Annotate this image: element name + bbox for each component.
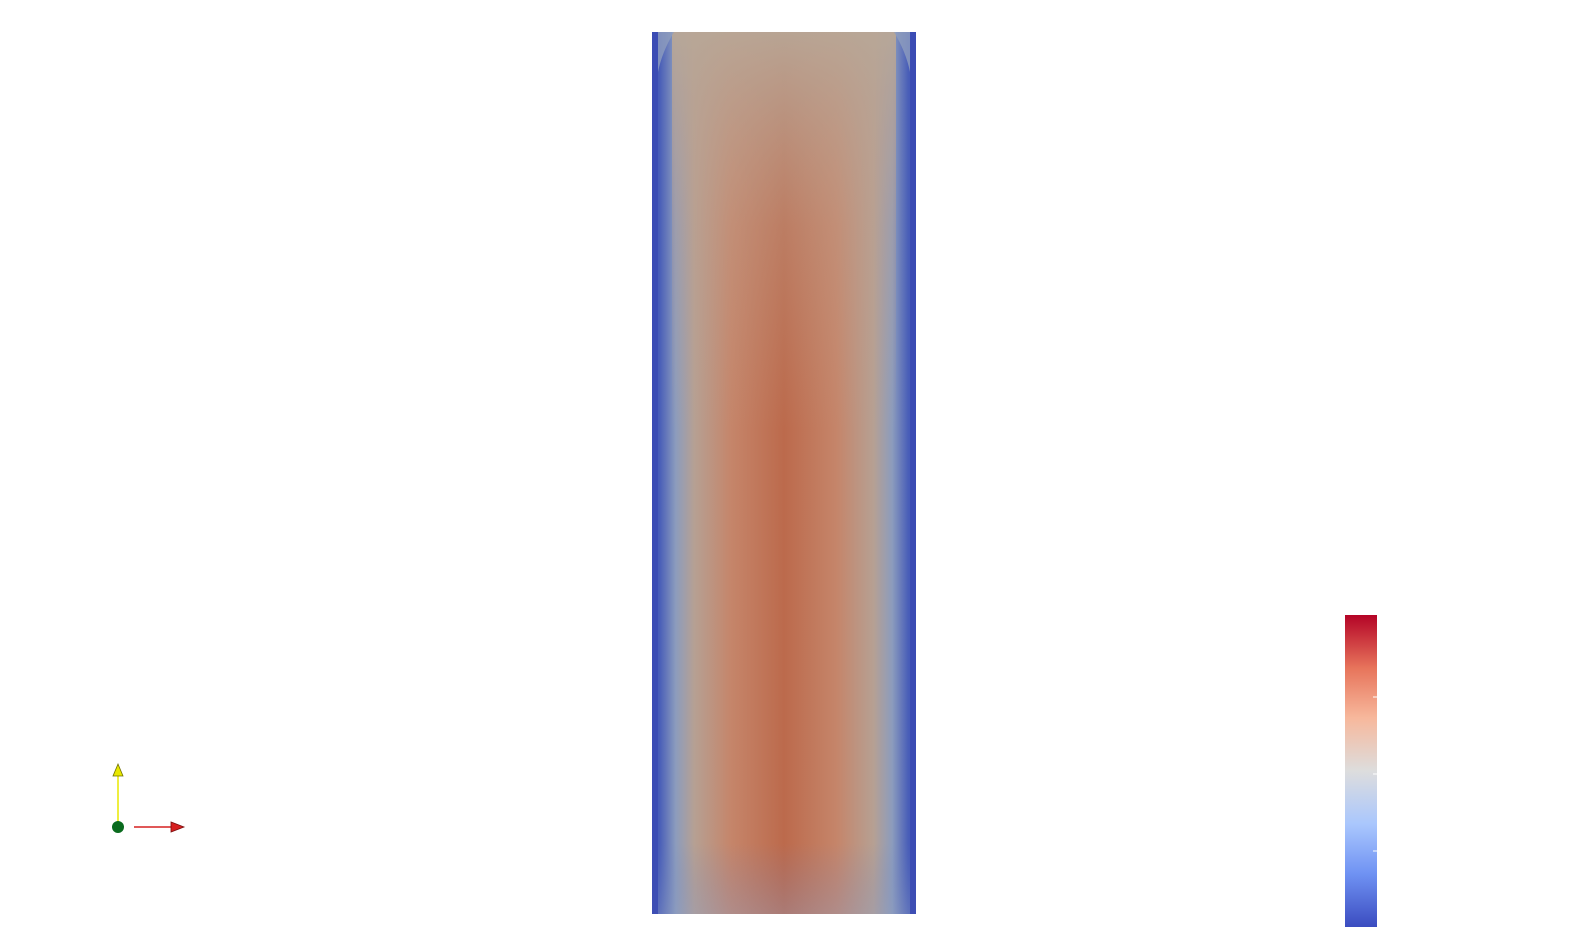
pseudocolor-field[interactable] <box>652 32 916 914</box>
color-legend-gradient <box>1345 615 1377 927</box>
x-axis-arrow-icon <box>170 821 186 833</box>
y-axis-arrow-icon <box>112 762 124 777</box>
z-axis-dot-icon <box>112 821 124 833</box>
orientation-axes <box>100 756 200 846</box>
top-right-corner <box>894 32 910 72</box>
top-left-corner <box>658 32 674 72</box>
orientation-axes-svg <box>112 762 186 833</box>
color-legend-bar[interactable] <box>1345 615 1377 927</box>
color-legend-svg <box>1345 615 1377 927</box>
right-edge-band <box>910 32 916 914</box>
field-svg <box>652 32 916 914</box>
field-bottom-blend <box>652 32 916 914</box>
left-edge-band <box>652 32 658 914</box>
